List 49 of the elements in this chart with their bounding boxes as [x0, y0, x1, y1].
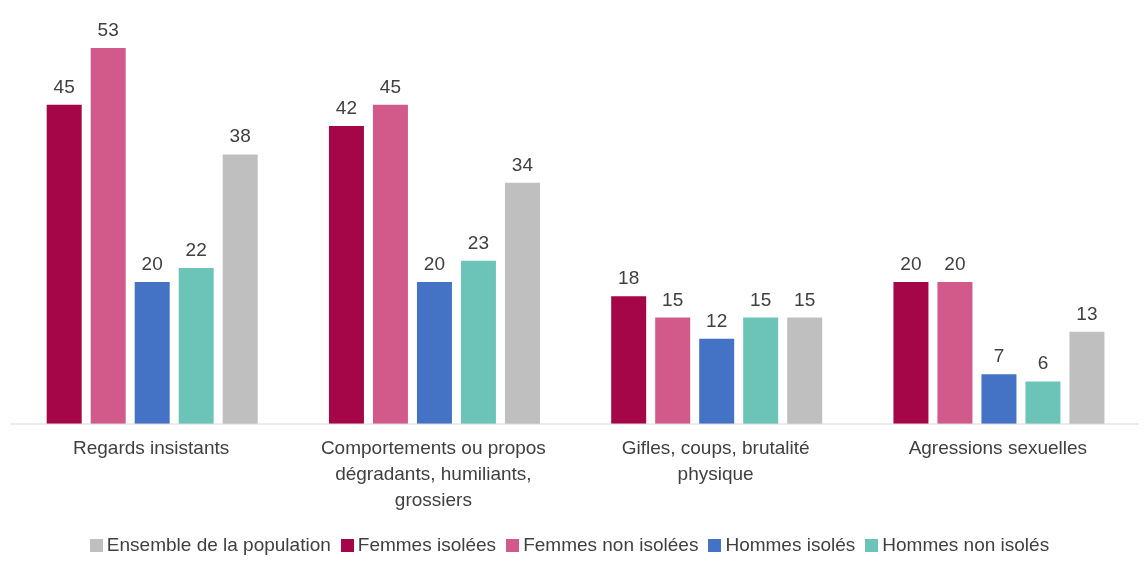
data-label: 7 [993, 345, 1005, 367]
bar [134, 282, 170, 424]
data-label: 20 [141, 253, 163, 275]
bar [90, 48, 126, 424]
data-label: 20 [423, 253, 446, 275]
data-label: 12 [706, 309, 728, 331]
bar [222, 154, 258, 424]
bar [416, 282, 452, 424]
bar [1025, 381, 1061, 424]
bar [893, 282, 929, 424]
data-label: 34 [511, 153, 534, 175]
data-label: 15 [794, 288, 816, 310]
legend-label: Hommes isolés [725, 534, 856, 555]
data-label: 23 [467, 231, 490, 253]
data-label: 20 [944, 253, 966, 275]
bar [743, 317, 779, 424]
bar [981, 374, 1017, 424]
x-tick-label: Comportements ou propos dégradants, humiliants, grossiers [320, 437, 546, 510]
x-tick-label: Agressions sexuelles [908, 437, 1088, 458]
bar [372, 104, 408, 424]
data-label: 13 [1076, 302, 1098, 324]
legend-label: Ensemble de la population [106, 534, 331, 555]
bar [460, 260, 496, 424]
data-label: 20 [900, 253, 922, 275]
legend-label: Femmes isolées [357, 534, 497, 555]
data-label: 22 [185, 238, 207, 260]
data-label: 15 [750, 288, 772, 310]
bar [611, 296, 647, 424]
data-label: 38 [229, 125, 251, 147]
data-label: 53 [97, 19, 119, 40]
bar [787, 317, 823, 424]
bar [504, 182, 540, 424]
bar [655, 317, 691, 424]
data-label: 18 [618, 267, 640, 289]
data-label: 42 [335, 97, 358, 119]
bar [699, 338, 735, 424]
bar [1069, 331, 1105, 424]
data-label: 15 [662, 288, 684, 310]
legend-label: Femmes non isolées [523, 534, 699, 555]
bar [46, 104, 82, 424]
x-tick-label: Gifles, coups, brutalité physique [621, 437, 810, 484]
x-tick-label: Regards insistants [72, 437, 230, 458]
data-label: 45 [379, 75, 402, 97]
data-label: 6 [1037, 352, 1049, 374]
bar [937, 282, 973, 424]
legend-label: Hommes non isolés [882, 534, 1050, 555]
bar [178, 267, 214, 424]
bar [328, 126, 364, 424]
data-label: 45 [53, 75, 75, 97]
